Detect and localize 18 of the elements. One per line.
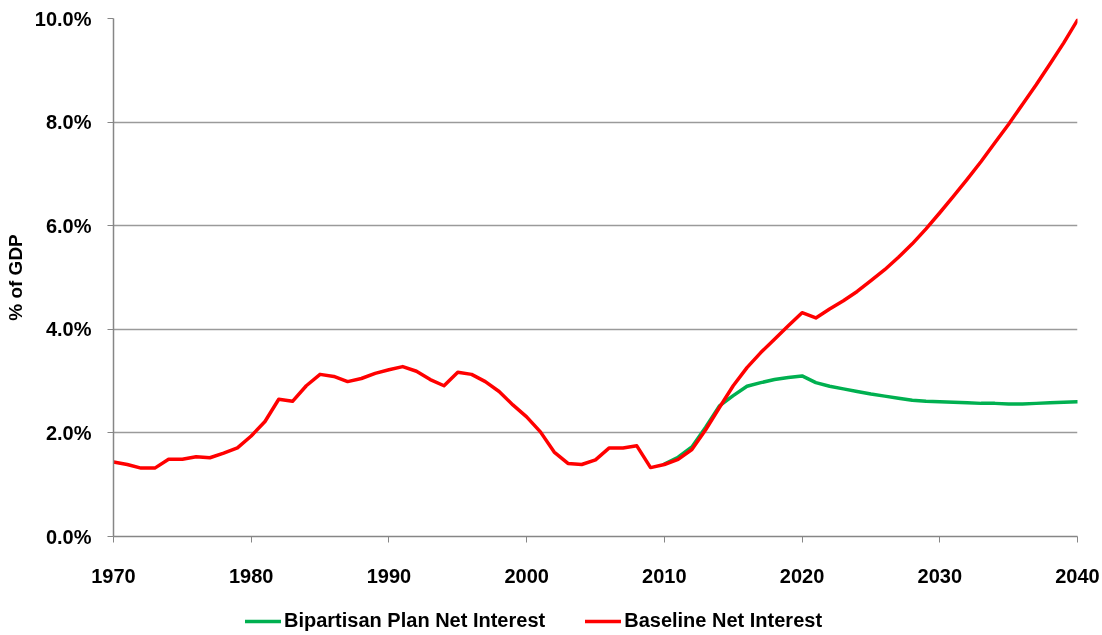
x-tick-label: 2040 bbox=[1055, 564, 1100, 587]
x-tick-label: 2020 bbox=[779, 564, 825, 587]
y-tick-label: 0.0% bbox=[45, 525, 92, 548]
legend-label: Baseline Net Interest bbox=[624, 609, 823, 632]
x-tick-label: 2030 bbox=[917, 564, 963, 587]
y-tick-label: 4.0% bbox=[45, 318, 92, 341]
y-axis-title: % of GDP bbox=[4, 233, 26, 321]
x-tick-label: 2010 bbox=[642, 564, 687, 587]
x-tick-label: 1980 bbox=[228, 564, 274, 587]
legend-label: Bipartisan Plan Net Interest bbox=[284, 609, 546, 632]
y-tick-label: 2.0% bbox=[45, 421, 92, 444]
x-tick-label: 1970 bbox=[91, 564, 136, 587]
y-tick-label: 8.0% bbox=[45, 111, 92, 134]
y-tick-label: 10.0% bbox=[34, 7, 92, 30]
x-tick-label: 1990 bbox=[366, 564, 412, 587]
line-series bbox=[113, 18, 1078, 470]
y-tick-label: 6.0% bbox=[45, 214, 92, 237]
x-tick-label: 2000 bbox=[504, 564, 549, 587]
